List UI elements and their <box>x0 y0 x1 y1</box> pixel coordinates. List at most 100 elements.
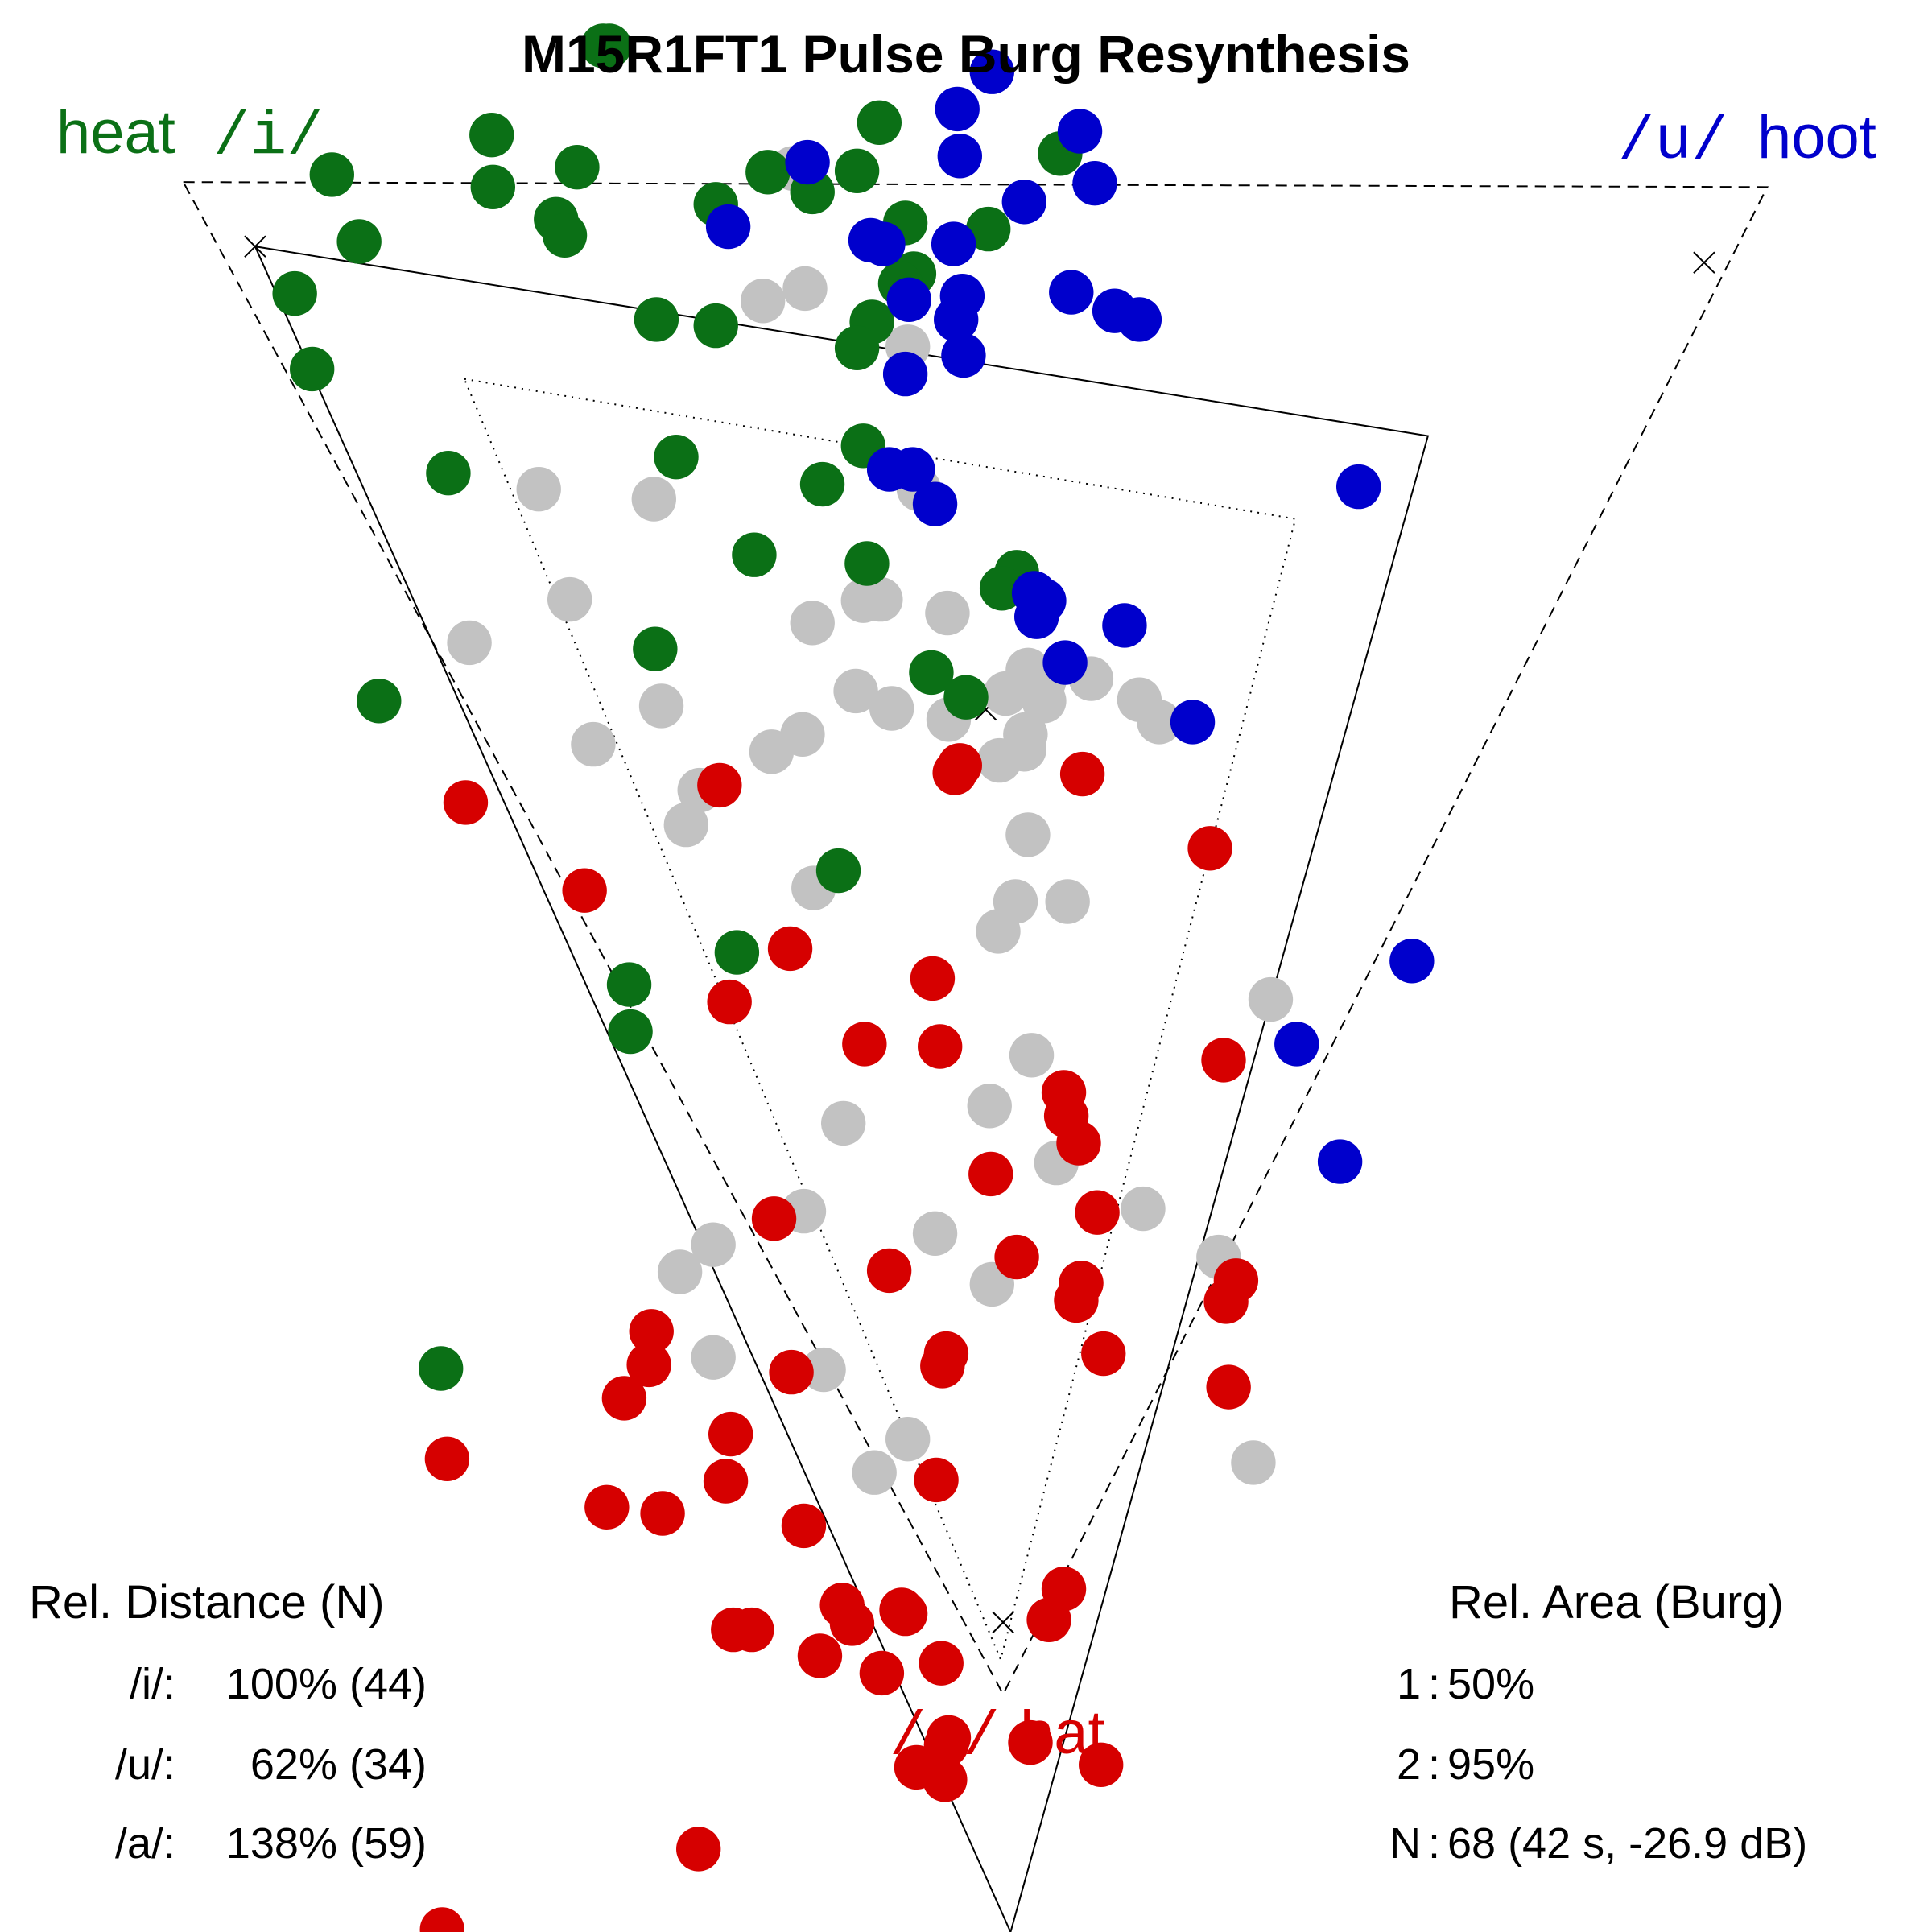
data-point-u <box>1042 640 1088 685</box>
data-point-i <box>580 23 625 68</box>
corner-label-u-word: hoot <box>1757 103 1876 171</box>
data-point-a <box>767 926 813 972</box>
center-marker <box>1693 251 1715 274</box>
data-point-neutral <box>1005 812 1051 857</box>
data-point-neutral <box>852 1450 897 1495</box>
corner-label-i-word: heat <box>56 98 175 167</box>
data-point-neutral <box>691 1222 736 1267</box>
data-point-neutral <box>663 802 708 848</box>
distance-value-a: 138% (59) <box>226 1819 427 1868</box>
area-value-2: 95% <box>1447 1740 1534 1789</box>
corner-label-a-symbol: /a/ <box>890 1703 1000 1772</box>
data-point-neutral <box>691 1335 736 1380</box>
data-point-neutral <box>886 1417 931 1462</box>
data-point-a <box>914 1457 959 1503</box>
data-point-neutral <box>631 477 676 522</box>
data-point-u <box>882 351 928 397</box>
data-point-u <box>861 221 906 266</box>
data-point-a <box>797 1633 843 1678</box>
data-point-i <box>714 930 760 975</box>
data-point-a <box>842 1022 887 1067</box>
data-point-i <box>693 303 738 349</box>
center-marker <box>244 235 266 258</box>
data-point-a <box>1201 1038 1246 1083</box>
data-point-a <box>882 1591 928 1637</box>
area-colon-1: : <box>1428 1660 1440 1708</box>
data-point-neutral <box>983 671 1028 716</box>
data-point-i <box>419 1346 464 1391</box>
data-point-i <box>654 435 699 480</box>
data-point-neutral <box>657 1249 703 1294</box>
data-point-a <box>729 1607 774 1653</box>
data-point-neutral <box>820 1100 866 1146</box>
data-point-i <box>272 270 317 316</box>
data-point-i <box>815 848 861 894</box>
area-label-2: 2 <box>1397 1740 1421 1789</box>
data-point-u <box>934 297 979 342</box>
area-label-n: N <box>1389 1819 1421 1868</box>
data-point-neutral <box>801 1347 846 1393</box>
data-point-i <box>542 213 588 258</box>
data-point-a <box>562 868 607 913</box>
data-point-a <box>629 1309 674 1354</box>
data-point-i <box>336 219 382 264</box>
data-point-u <box>941 332 986 378</box>
plot-area <box>182 23 1769 1932</box>
data-point-a <box>920 1344 965 1389</box>
area-heading: Rel. Area (Burg) <box>1449 1576 1784 1629</box>
data-point-a <box>968 1151 1013 1197</box>
data-point-u <box>1014 594 1059 639</box>
data-point-a <box>1059 751 1105 797</box>
data-point-u <box>1072 161 1117 206</box>
chart-title: M15R1FT1 Pulse Burg Resynthesis <box>522 24 1410 84</box>
data-point-i <box>606 962 652 1007</box>
corner-label-i: heat /i/ <box>56 98 324 171</box>
data-point-u <box>1274 1022 1319 1067</box>
data-point-neutral <box>741 279 786 324</box>
data-point-neutral <box>1009 1033 1055 1078</box>
data-point-u <box>1001 180 1047 225</box>
data-point-i <box>943 675 989 720</box>
data-point-a <box>601 1376 647 1421</box>
data-point-i <box>470 164 515 209</box>
area-stats: Rel. Area (Burg) 1 : 50% 2 : 95% N : 68 … <box>1389 1576 1807 1868</box>
data-point-u <box>705 204 751 250</box>
data-point-i <box>426 451 471 496</box>
data-point-i <box>357 679 402 724</box>
data-point-a <box>1206 1364 1251 1410</box>
data-point-a <box>910 956 956 1001</box>
data-point-neutral <box>858 576 903 622</box>
data-point-i <box>290 346 335 392</box>
distance-stats: Rel. Distance (N) /i/: 100% (44) /u/: 62… <box>29 1576 427 1868</box>
data-point-u <box>931 221 976 266</box>
data-point-u <box>935 86 980 132</box>
corner-label-a: /a/ hat <box>890 1699 1105 1772</box>
center-marker <box>992 1611 1014 1634</box>
data-point-i <box>966 206 1011 252</box>
data-point-a <box>769 1349 814 1395</box>
data-point-a <box>1187 826 1232 871</box>
corner-label-u: /u/ hoot <box>1618 103 1876 176</box>
distance-value-u: 62% (34) <box>250 1740 427 1789</box>
triangle-N <box>254 245 1430 1932</box>
data-point-neutral <box>749 729 795 774</box>
data-point-u <box>1389 939 1435 984</box>
data-point-u <box>890 447 935 492</box>
data-point-neutral <box>790 601 835 646</box>
data-point-a <box>707 979 752 1025</box>
data-point-a <box>697 762 742 808</box>
data-point-a <box>781 1503 827 1549</box>
data-point-u <box>785 139 830 185</box>
data-point-neutral <box>869 686 914 731</box>
data-point-a <box>1203 1279 1249 1324</box>
data-point-a <box>859 1650 905 1696</box>
data-point-u <box>886 277 931 322</box>
data-point-i <box>745 150 791 195</box>
data-point-neutral <box>925 590 970 636</box>
data-point-i <box>732 532 777 577</box>
data-point-neutral <box>547 576 592 622</box>
distance-label-u: /u/: <box>115 1740 175 1789</box>
distance-heading: Rel. Distance (N) <box>29 1576 385 1629</box>
data-point-neutral <box>571 721 616 767</box>
